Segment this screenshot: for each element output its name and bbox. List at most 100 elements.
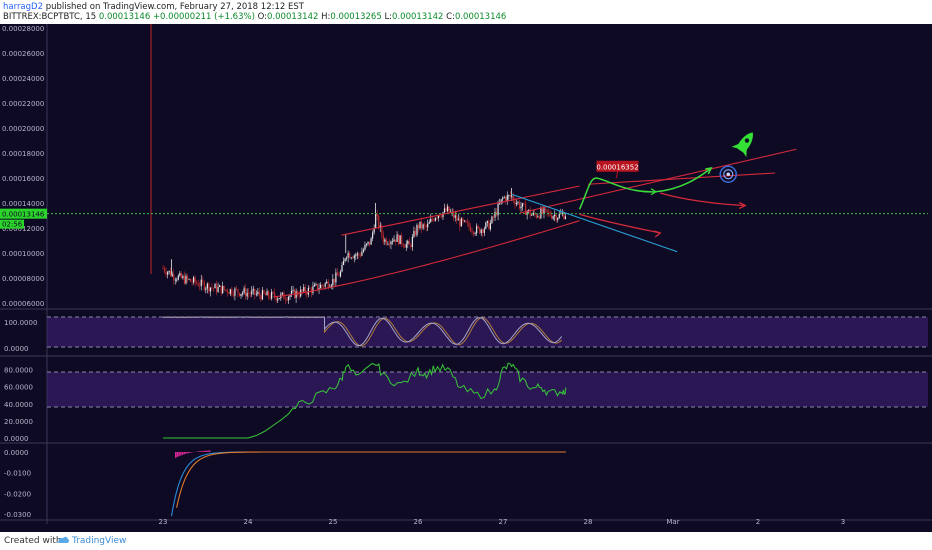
candle-body bbox=[486, 220, 488, 223]
candle-body bbox=[251, 290, 253, 295]
candle-body bbox=[274, 292, 276, 298]
tradingview-brand[interactable]: TradingView bbox=[72, 536, 127, 546]
candle-body bbox=[414, 231, 417, 236]
candle-body bbox=[465, 220, 467, 223]
candle-body bbox=[346, 257, 348, 259]
candle-body bbox=[503, 197, 505, 198]
candle-body bbox=[226, 289, 228, 293]
candle-body bbox=[376, 213, 378, 216]
price-change: +0.00000211 (+1.63%) bbox=[152, 12, 255, 22]
candle-body bbox=[208, 283, 210, 292]
rsi-tick-label: 20.0000 bbox=[4, 418, 33, 426]
candle-body bbox=[321, 284, 323, 286]
chart-canvas[interactable]: 0.00028000 0.00026000 0.00024000 0.00022000… bbox=[0, 24, 932, 532]
candle-body bbox=[561, 213, 563, 215]
candle-body bbox=[398, 234, 400, 245]
candle-body bbox=[375, 213, 377, 229]
candle-body bbox=[217, 286, 219, 292]
candle-body bbox=[261, 290, 264, 300]
candle-body bbox=[531, 214, 533, 216]
candle-body bbox=[476, 226, 478, 234]
candle-body bbox=[391, 241, 394, 243]
candle-body bbox=[191, 281, 193, 283]
candle-body bbox=[422, 224, 424, 229]
author-link[interactable]: harragD2 bbox=[3, 2, 43, 12]
candle-body bbox=[243, 288, 245, 293]
rsi-tick-label: 80.0000 bbox=[4, 367, 33, 375]
candle-body bbox=[332, 278, 334, 286]
candle-body bbox=[298, 295, 300, 297]
candle-body bbox=[326, 281, 328, 284]
chart-area[interactable]: 0.00028000 0.00026000 0.00024000 0.00022000… bbox=[0, 24, 932, 532]
candle-body bbox=[289, 295, 291, 297]
countdown-label: 02:56 bbox=[2, 221, 23, 229]
candle-body bbox=[324, 283, 326, 287]
candle-body bbox=[532, 212, 534, 215]
candle-body bbox=[482, 229, 484, 233]
candle-body bbox=[390, 241, 392, 245]
candle-body bbox=[264, 293, 267, 296]
candle-body bbox=[168, 270, 170, 273]
chart-header: harragD2 published on TradingView.com, F… bbox=[0, 0, 932, 24]
stoch-d-line bbox=[162, 316, 563, 347]
candle-body bbox=[361, 251, 363, 256]
candle-body bbox=[529, 209, 531, 216]
candle-body bbox=[223, 285, 225, 290]
candle-body bbox=[165, 271, 167, 275]
candle-body bbox=[384, 239, 386, 242]
candle-body bbox=[439, 215, 441, 217]
trend-line-extended bbox=[519, 148, 797, 214]
candle-body bbox=[454, 215, 456, 218]
candle-body bbox=[315, 284, 317, 285]
price-tick-label: 0.00022000 bbox=[2, 100, 44, 108]
publish-line: harragD2 published on TradingView.com, F… bbox=[3, 2, 304, 12]
candle-body bbox=[551, 215, 553, 219]
candle-body bbox=[338, 275, 340, 277]
rsi-tick-label: 0.0000 bbox=[4, 435, 29, 443]
low-value: 0.00013142 bbox=[392, 12, 444, 22]
green-mid-arrow bbox=[650, 188, 657, 196]
candle-body bbox=[477, 226, 479, 228]
candle-body bbox=[237, 289, 239, 293]
candle-body bbox=[318, 288, 320, 290]
candle-body bbox=[342, 260, 345, 266]
ohlc-line: BITTREX:BCPTBTC, 15 0.00013146 +0.000002… bbox=[3, 12, 506, 22]
candle-body bbox=[537, 216, 539, 218]
candle-body bbox=[469, 227, 472, 232]
candle-body bbox=[312, 286, 314, 293]
candle-body bbox=[388, 243, 391, 245]
candle-body bbox=[170, 270, 172, 277]
candle-body bbox=[186, 275, 189, 280]
candle-body bbox=[209, 287, 212, 292]
candle-body bbox=[166, 272, 169, 275]
candle-body bbox=[381, 225, 383, 235]
rsi-line bbox=[163, 362, 567, 439]
x-tick-label: 27 bbox=[499, 518, 508, 526]
candle-body bbox=[335, 272, 337, 283]
candle-body bbox=[387, 243, 389, 245]
candle-body bbox=[544, 208, 547, 210]
candle-body bbox=[229, 289, 231, 294]
footer: Created with TradingView bbox=[0, 532, 932, 550]
candle-body bbox=[355, 255, 357, 257]
candle-body bbox=[416, 225, 418, 236]
trend-drawings bbox=[47, 24, 928, 298]
candle-body bbox=[399, 235, 401, 245]
candle-body bbox=[225, 289, 227, 291]
candle-body bbox=[179, 273, 181, 276]
candle-body bbox=[443, 208, 446, 213]
candle-body bbox=[555, 214, 557, 221]
stoch-tick-label: 100.0000 bbox=[4, 319, 37, 327]
high-label: H: bbox=[321, 12, 331, 22]
annotation-box bbox=[596, 160, 639, 172]
candle-body bbox=[269, 296, 271, 299]
indicator-series bbox=[162, 316, 567, 517]
price-tick-label: 0.00012000 bbox=[2, 225, 44, 233]
descending-trend-line bbox=[511, 193, 678, 253]
candle-body bbox=[188, 279, 190, 280]
stoch-band bbox=[47, 317, 928, 347]
price-tick-label: 0.00028000 bbox=[2, 25, 44, 33]
candle-body bbox=[520, 206, 522, 209]
candle-body bbox=[163, 268, 166, 272]
candle-body bbox=[385, 239, 387, 245]
